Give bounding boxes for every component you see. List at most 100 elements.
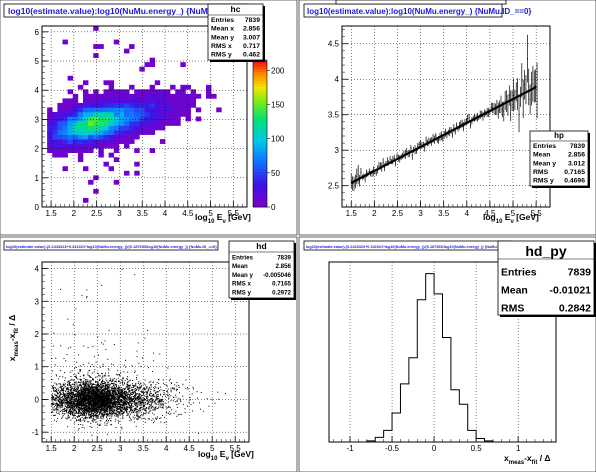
scatter-point (77, 399, 79, 401)
heat-cell (93, 93, 99, 99)
scatter-point (142, 391, 144, 393)
scatter-point (118, 390, 120, 392)
scatter-point (107, 398, 109, 400)
scatter-point (102, 407, 104, 409)
heat-cell (124, 134, 130, 140)
scatter-point (91, 408, 93, 410)
scatter-point (105, 378, 107, 380)
scatter-point (154, 391, 156, 393)
stats-row-label: Mean y (533, 160, 556, 167)
scatter-point (144, 379, 146, 381)
scatter-point (157, 398, 159, 400)
scatter-point (93, 391, 95, 393)
scatter-point (77, 385, 79, 387)
scatter-point (103, 390, 105, 392)
scatter-point (153, 396, 155, 398)
scatter-point (120, 401, 122, 403)
scatter-point (160, 399, 162, 401)
scatter-point (96, 418, 98, 420)
scatter-point (72, 402, 74, 404)
scatter-point (125, 397, 127, 399)
scatter-point (107, 406, 109, 408)
scatter-point (95, 398, 97, 400)
scatter-point (147, 390, 149, 392)
scatter-point (131, 407, 133, 409)
heat-cell (57, 116, 63, 122)
heat-cell (62, 102, 68, 108)
heat-cell (103, 111, 109, 117)
scatter-point (117, 394, 119, 396)
heat-cell (175, 116, 181, 122)
scatter-point (126, 378, 128, 380)
scatter-point (93, 371, 95, 373)
scatter-point (117, 390, 119, 392)
scatter-point (143, 412, 145, 414)
scatter-point (214, 402, 216, 404)
heat-cell (108, 152, 115, 158)
scatter-point (67, 426, 69, 428)
scatter-point (149, 399, 151, 401)
hp-frame (341, 25, 551, 208)
scatter-point (94, 388, 96, 390)
scatter-point (66, 401, 68, 403)
scatter-point (131, 386, 133, 388)
scatter-point (142, 402, 144, 404)
scatter-point (102, 392, 104, 394)
scatter-point (85, 395, 87, 397)
scatter-point (113, 411, 115, 413)
scatter-point (115, 415, 117, 417)
scatter-point (95, 398, 97, 400)
scatter-point (121, 406, 123, 408)
scatter-point (124, 392, 126, 394)
heat-cell (124, 170, 130, 176)
heat-cell (83, 89, 89, 95)
scatter-point (114, 388, 116, 390)
scatter-point (100, 399, 102, 401)
scatter-point (66, 409, 68, 411)
heat-cell (149, 130, 156, 135)
scatter-point (93, 413, 95, 415)
scatter-point (93, 405, 95, 407)
scatter-point (141, 384, 143, 386)
scatter-point (147, 403, 149, 405)
colorbar-cell (253, 74, 267, 79)
heat-cell (144, 116, 150, 122)
scatter-point (106, 419, 108, 421)
scatter-point (74, 375, 76, 377)
heat-cell (108, 125, 115, 131)
scatter-point (85, 381, 87, 383)
scatter-point (110, 415, 112, 417)
scatter-point (144, 405, 146, 407)
heat-cell (98, 148, 104, 153)
heat-cell (139, 102, 145, 108)
scatter-point (61, 388, 63, 390)
scatter-point (132, 409, 134, 411)
scatter-point (66, 381, 68, 383)
scatter-point (77, 372, 79, 374)
scatter-point (119, 389, 121, 391)
x-tick-label: 3 (117, 209, 122, 218)
heat-cell (103, 98, 109, 104)
heat-cell (103, 143, 109, 149)
scatter-point (73, 409, 75, 411)
scatter-point (166, 391, 168, 393)
scatter-point (94, 386, 96, 388)
scatter-point (107, 414, 109, 416)
scatter-point (132, 389, 134, 391)
scatter-point (119, 383, 121, 385)
scatter-point (97, 390, 99, 392)
stats-row-label: RMS x (211, 43, 232, 50)
scatter-point (131, 390, 133, 392)
scatter-point (91, 400, 93, 402)
heat-cell (129, 111, 135, 117)
scatter-point (109, 393, 111, 395)
hc-x-axis: 1.5 2 2.5 3 3.5 4 4.5 5 5.5 (41, 201, 248, 218)
scatter-point (72, 411, 74, 413)
scatter-point (80, 396, 82, 398)
heat-cell (159, 98, 166, 104)
scatter-point (112, 402, 114, 404)
scatter-point (96, 415, 98, 417)
scatter-point (86, 409, 88, 411)
heat-cell (139, 93, 145, 99)
heat-cell (47, 125, 53, 131)
